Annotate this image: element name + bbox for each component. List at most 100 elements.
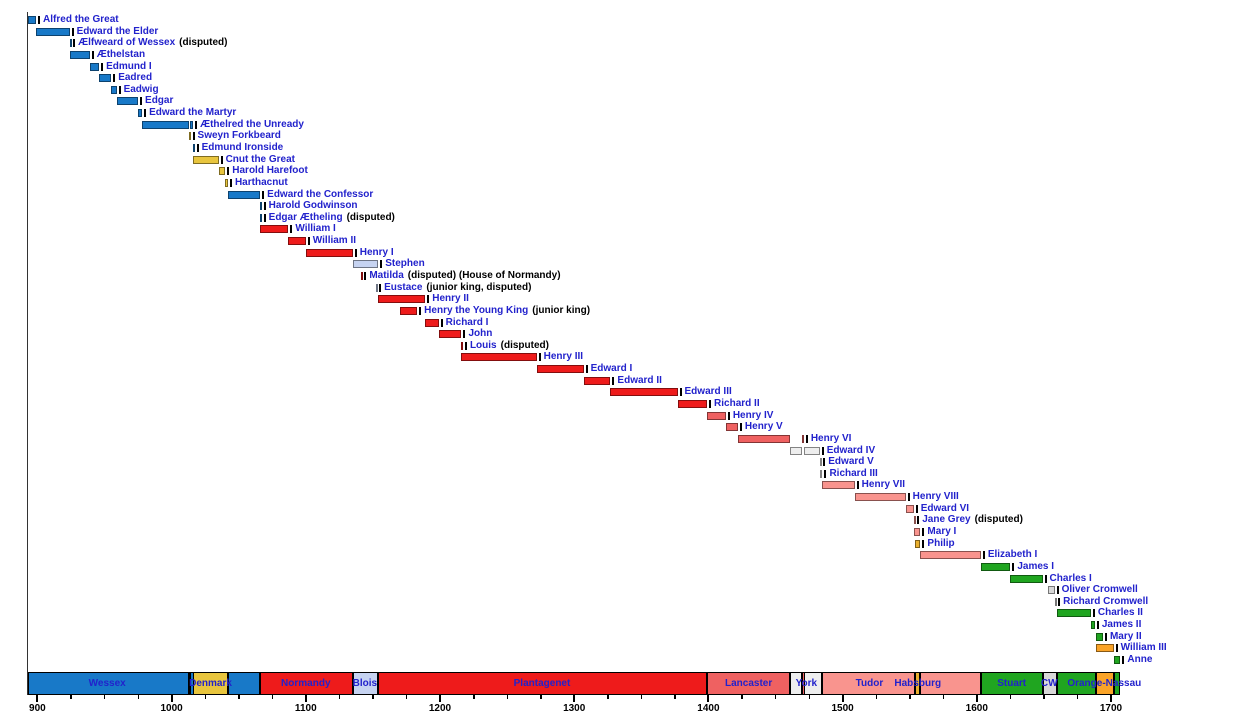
reign-bar[interactable] (1090, 621, 1095, 629)
reign-bar[interactable] (819, 470, 823, 478)
dynasty-segment-blois[interactable] (352, 672, 379, 695)
monarch-name[interactable]: Henry VII (861, 479, 906, 490)
reign-bar[interactable] (352, 260, 379, 268)
reign-bar[interactable] (399, 307, 418, 315)
reign-bar[interactable] (1057, 609, 1091, 617)
reign-bar[interactable] (99, 74, 112, 82)
monarch-name[interactable]: Harold Harefoot (232, 165, 308, 176)
monarch-name[interactable]: James I (1017, 561, 1055, 572)
reign-bar[interactable] (1113, 656, 1121, 664)
reign-bar[interactable] (260, 225, 289, 233)
dynasty-label[interactable]: Lancaster (725, 678, 773, 689)
monarch-name[interactable]: Eustace (384, 282, 423, 293)
reign-bar[interactable] (819, 458, 822, 466)
monarch-name[interactable]: Edward V (828, 456, 874, 467)
reign-bar[interactable] (461, 353, 537, 361)
dynasty-label[interactable]: York (795, 678, 818, 689)
monarch-name[interactable]: Ælfweard of Wessex (78, 37, 176, 48)
monarch-name[interactable]: Henry VIII (912, 491, 959, 502)
monarch-name[interactable]: Mary II (1109, 631, 1142, 642)
reign-bar[interactable] (802, 435, 805, 443)
reign-bar[interactable] (707, 412, 726, 420)
reign-bar[interactable] (190, 121, 194, 129)
reign-bar[interactable] (193, 144, 196, 152)
reign-bar[interactable] (790, 447, 803, 455)
reign-bar[interactable] (305, 249, 353, 257)
reign-bar[interactable] (218, 167, 226, 175)
dynasty-segment-commonwealth[interactable] (1042, 672, 1058, 695)
monarch-name[interactable]: Richard Cromwell (1063, 596, 1149, 607)
monarch-name[interactable]: Charles II (1097, 607, 1143, 618)
reign-bar[interactable] (822, 481, 855, 489)
dynasty-label[interactable]: Plantagenet (513, 678, 571, 689)
reign-bar[interactable] (69, 51, 90, 59)
dynasty-label[interactable]: CW (1040, 678, 1058, 689)
monarch-name[interactable]: Edward III (684, 386, 732, 397)
monarch-name[interactable]: Harthacnut (234, 177, 288, 188)
monarch-name[interactable]: Jane Grey (922, 514, 971, 525)
dynasty-segment-orange[interactable] (1096, 672, 1114, 695)
reign-bar[interactable] (854, 493, 906, 501)
reign-bar[interactable] (1054, 598, 1057, 606)
reign-bar[interactable] (803, 447, 820, 455)
monarch-name[interactable]: Alfred the Great (43, 14, 119, 25)
monarch-name[interactable]: Edward IV (826, 445, 876, 456)
dynasty-segment-stuart[interactable] (1057, 672, 1097, 695)
dynasty-segment-lancaster[interactable] (707, 672, 791, 695)
reign-bar[interactable] (913, 528, 921, 536)
dynasty-label[interactable]: Habsburg (894, 678, 942, 689)
reign-bar[interactable] (111, 86, 117, 94)
monarch-name[interactable]: William II (312, 235, 357, 246)
monarch-name[interactable]: Edward II (617, 375, 662, 386)
monarch-name[interactable]: Edward I (590, 363, 633, 374)
monarch-name[interactable]: Henry III (543, 351, 584, 362)
reign-bar[interactable] (225, 179, 228, 187)
reign-bar[interactable] (536, 365, 584, 373)
reign-bar[interactable] (737, 435, 791, 443)
monarch-name[interactable]: Matilda (369, 270, 404, 281)
reign-bar[interactable] (260, 202, 263, 210)
reign-bar[interactable] (378, 295, 426, 303)
dynasty-segment-wessex[interactable] (28, 672, 190, 695)
monarch-name[interactable]: Edward the Elder (76, 26, 159, 37)
monarch-name[interactable]: William I (295, 223, 336, 234)
reign-bar[interactable] (288, 237, 306, 245)
monarch-name[interactable]: Philip (927, 538, 955, 549)
monarch-name[interactable]: John (468, 328, 493, 339)
reign-bar[interactable] (375, 284, 378, 292)
reign-bar[interactable] (138, 109, 143, 117)
dynasty-segment-york[interactable] (790, 672, 803, 695)
monarch-name[interactable]: Eadwig (123, 84, 159, 95)
reign-bar[interactable] (438, 330, 462, 338)
dynasty-segment-tudor[interactable] (920, 672, 981, 695)
reign-bar[interactable] (189, 132, 192, 140)
reign-bar[interactable] (36, 28, 70, 36)
reign-bar[interactable] (193, 156, 219, 164)
monarch-name[interactable]: Henry II (432, 293, 469, 304)
monarch-name[interactable]: Anne (1127, 654, 1153, 665)
dynasty-label[interactable]: Stuart (997, 678, 1027, 689)
reign-bar[interactable] (116, 97, 139, 105)
monarch-name[interactable]: Charles I (1049, 573, 1092, 584)
monarch-name[interactable]: Henry IV (732, 410, 774, 421)
monarch-name[interactable]: Louis (469, 340, 497, 351)
reign-bar[interactable] (142, 121, 190, 129)
dynasty-segment-normandy[interactable] (260, 672, 353, 695)
monarch-name[interactable]: Edward the Martyr (149, 107, 237, 118)
reign-bar[interactable] (677, 400, 708, 408)
reign-bar[interactable] (89, 63, 100, 71)
monarch-name[interactable]: Henry the Young King (424, 305, 529, 316)
dynasty-segment-plantagenet[interactable] (378, 672, 708, 695)
reign-bar[interactable] (1010, 575, 1043, 583)
reign-bar[interactable] (583, 377, 611, 385)
reign-bar[interactable] (1096, 633, 1103, 641)
monarch-name[interactable]: Æthelstan (96, 49, 146, 60)
dynasty-label[interactable]: Wessex (88, 678, 126, 689)
monarch-name[interactable]: Edmund Ironside (201, 142, 284, 153)
dynasty-segment-wessex[interactable] (227, 672, 261, 695)
monarch-name[interactable]: William III (1120, 642, 1167, 653)
monarch-name[interactable]: Edward the Confessor (267, 189, 374, 200)
reign-bar[interactable] (980, 563, 1011, 571)
reign-bar[interactable] (725, 423, 738, 431)
dynasty-segment-stuart[interactable] (980, 672, 1043, 695)
